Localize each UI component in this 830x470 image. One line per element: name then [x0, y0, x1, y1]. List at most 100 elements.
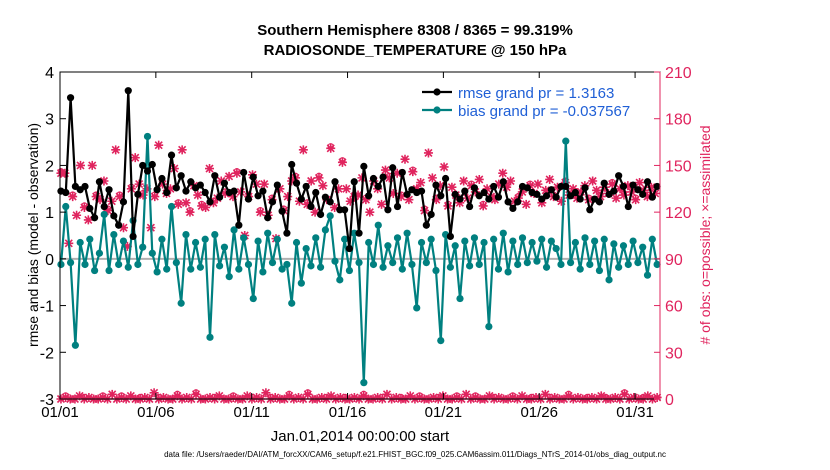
bias-point — [475, 260, 483, 269]
obs-assimilated-marker — [611, 193, 621, 203]
obs-assimilated-marker — [461, 389, 471, 399]
bias-point — [312, 234, 320, 242]
obs-assimilated-marker — [84, 392, 94, 402]
obs-assimilated-marker — [87, 160, 97, 170]
bias-point — [240, 234, 248, 242]
rmse-point — [451, 190, 459, 198]
bias-point — [341, 235, 349, 243]
x-tick-label: 01/26 — [520, 404, 558, 421]
bias-point — [331, 257, 339, 265]
bias-point — [533, 257, 541, 265]
obs-assimilated-marker — [98, 392, 108, 402]
rmse-point — [441, 174, 450, 183]
rmse-point — [629, 181, 637, 189]
obs-assimilated-marker — [337, 157, 347, 167]
obs-assimilated-marker — [439, 162, 449, 172]
obs-assimilated-marker — [95, 195, 105, 205]
bias-point — [485, 322, 493, 331]
bias-point — [393, 234, 402, 242]
bias-point — [480, 238, 488, 247]
rmse-point — [316, 210, 325, 219]
bias-point — [187, 265, 195, 273]
rmse-point — [129, 232, 137, 241]
rmse-point — [158, 174, 166, 183]
rmse-point — [326, 198, 334, 206]
obs-assimilated-marker — [130, 153, 140, 163]
bias-point — [369, 260, 378, 269]
chart-subtitle: RADIOSONDE_TEMPERATURE @ 150 hPa — [263, 42, 567, 59]
bias-point — [124, 263, 132, 271]
obs-assimilated-marker — [435, 181, 445, 191]
bias-point — [538, 235, 546, 243]
obs-assimilated-marker — [330, 202, 340, 212]
obs-assimilated-marker — [314, 173, 324, 183]
bias-point — [422, 258, 430, 267]
obs-assimilated-marker — [140, 392, 150, 402]
obs-assimilated-marker — [619, 190, 629, 200]
obs-assimilated-marker — [447, 182, 457, 192]
obs-assimilated-marker — [540, 389, 550, 399]
obs-assimilated-marker — [298, 145, 308, 155]
obs-assimilated-marker — [259, 179, 269, 189]
bias-point — [557, 260, 565, 269]
rmse-point — [240, 168, 248, 177]
legend-marker-rmse — [433, 88, 441, 96]
bias-point — [201, 235, 209, 243]
rmse-point — [148, 160, 156, 169]
bias-point — [653, 260, 661, 269]
bias-point — [167, 202, 176, 211]
rmse-point — [292, 179, 301, 187]
obs-assimilated-marker — [345, 196, 355, 206]
rmse-point — [648, 193, 656, 201]
rmse-point — [490, 182, 498, 191]
obs-assimilated-marker — [149, 388, 159, 398]
obs-assimilated-marker — [482, 184, 492, 194]
obs-assimilated-marker — [252, 392, 262, 402]
bias-point — [461, 237, 469, 245]
bias-point — [413, 304, 421, 312]
rmse-point — [369, 174, 378, 183]
rmse-point — [235, 221, 243, 229]
obs-assimilated-marker — [438, 391, 448, 401]
bias-point — [81, 260, 89, 269]
obs-assimilated-marker — [72, 210, 82, 220]
rmse-point — [254, 192, 262, 200]
x-tick-label: 01/21 — [425, 404, 463, 421]
obs-assimilated-marker — [182, 392, 192, 402]
bias-point — [360, 379, 368, 387]
rmse-point — [494, 193, 503, 201]
obs-assimilated-marker — [474, 174, 484, 184]
bias-point — [336, 276, 344, 284]
rmse-point — [427, 210, 435, 219]
obs-assimilated-marker — [214, 391, 224, 401]
obs-assimilated-marker — [181, 198, 191, 208]
bias-point — [504, 268, 512, 276]
rmse-point — [62, 188, 70, 197]
obs-assimilated-marker — [541, 185, 551, 195]
bias-point — [254, 237, 262, 245]
rmse-point — [259, 187, 267, 195]
obs-assimilated-marker — [635, 178, 645, 188]
obs-assimilated-marker — [115, 192, 125, 202]
bias-point — [547, 237, 555, 245]
rmse-point — [542, 192, 551, 200]
obs-assimilated-marker — [502, 182, 512, 192]
obs-assimilated-marker — [216, 176, 226, 186]
obs-assimilated-marker — [396, 192, 406, 202]
rmse-point — [562, 182, 570, 191]
x-tick-label: 01/06 — [137, 404, 175, 421]
obs-assimilated-marker — [165, 184, 175, 194]
obs-assimilated-marker — [564, 391, 574, 401]
bias-point — [321, 226, 329, 234]
y-tick-label-right: 180 — [665, 112, 692, 129]
obs-assimilated-marker — [317, 392, 327, 402]
rmse-point — [499, 178, 507, 186]
obs-assimilated-marker — [408, 167, 418, 177]
rmse-point — [216, 193, 224, 201]
legend-text-bias: bias grand pr = -0.037567 — [458, 103, 630, 120]
rmse-point — [514, 198, 522, 206]
bias-point — [158, 235, 166, 243]
obs-assimilated-marker — [652, 392, 662, 402]
obs-assimilated-marker — [275, 184, 285, 194]
bias-point — [249, 294, 257, 303]
